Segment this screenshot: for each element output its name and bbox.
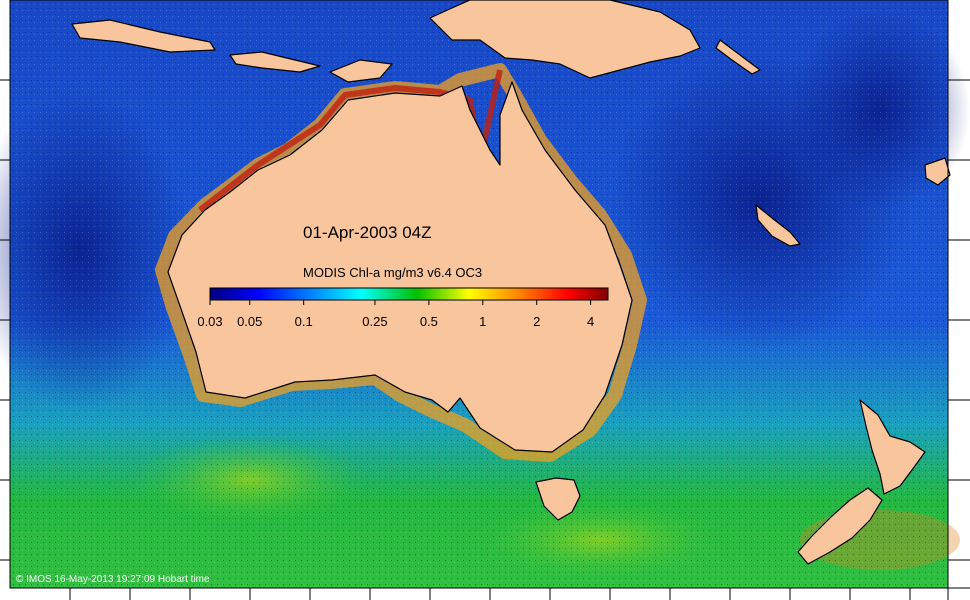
java-island [71, 19, 216, 53]
colorbar-tick-label: 4 [587, 314, 594, 329]
colorbar-tick-label: 0.25 [362, 314, 387, 329]
colorbar-tick-label: 0.5 [420, 314, 438, 329]
copyright-credit: © IMOS 16-May-2013 19:27:09 Hobart time [16, 574, 210, 585]
new-zealand-south-island [797, 487, 883, 565]
tasmania-landmass [535, 477, 581, 521]
new-guinea-landmass [429, 0, 701, 79]
landmasses [71, 0, 951, 565]
lesser-sunda-islands [229, 51, 321, 73]
colorbar-tick-label: 0.05 [237, 314, 262, 329]
new-caledonia-island [755, 204, 801, 247]
date-label: 01-Apr-2003 04Z [303, 223, 432, 242]
fiji-island [924, 157, 951, 186]
timor-island [329, 59, 393, 83]
colorbar-ticks: 0.03 0.05 0.1 0.25 0.5 1 2 4 [197, 300, 594, 329]
colorbar-tick-label: 0.1 [295, 314, 313, 329]
colorbar-title: MODIS Chl-a mg/m3 v6.4 OC3 [303, 265, 482, 280]
colorbar [209, 287, 609, 301]
australia-landmass [167, 81, 633, 453]
new-zealand-north-island [859, 399, 926, 495]
colorbar-tick-label: 0.03 [197, 314, 222, 329]
colorbar-tick-label: 2 [533, 314, 540, 329]
colorbar-tick-label: 1 [479, 314, 486, 329]
solomon-islands [715, 39, 761, 75]
